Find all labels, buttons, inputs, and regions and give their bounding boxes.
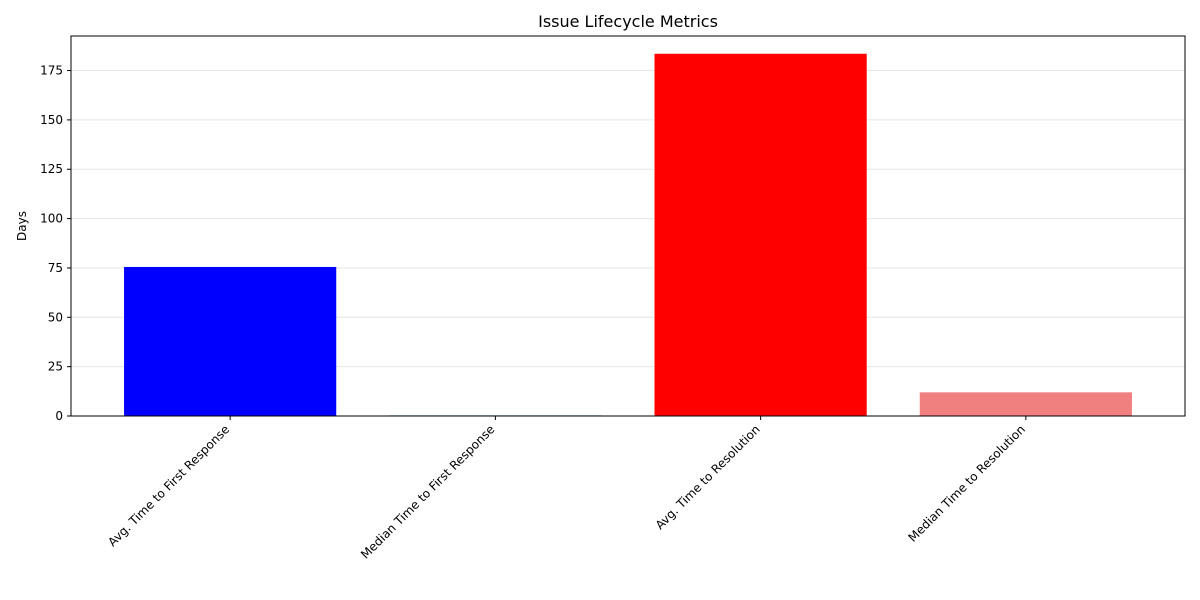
bars [124,53,1132,416]
y-tick-label: 150 [40,113,63,127]
y-tick-label: 50 [48,310,63,324]
plot-frame [70,35,1186,417]
y-axis-label: Days [15,211,29,241]
y-tick-label: 25 [48,360,63,374]
y-tick-label: 125 [40,162,63,176]
chart-title: Issue Lifecycle Metrics [538,12,718,31]
y-tick-label: 175 [40,64,63,78]
y-tick-label: 0 [55,409,63,423]
bar [124,266,337,416]
y-tick-label: 100 [40,212,63,226]
y-axis-ticks: 0 25 50 75 100 125 150 175 [40,64,71,423]
bar [654,53,867,416]
bar [919,392,1132,416]
y-tick-label: 75 [48,261,63,275]
